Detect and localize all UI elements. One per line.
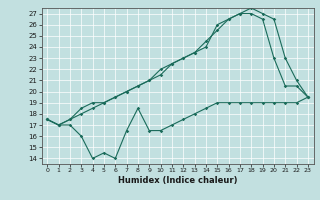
X-axis label: Humidex (Indice chaleur): Humidex (Indice chaleur) [118, 176, 237, 185]
